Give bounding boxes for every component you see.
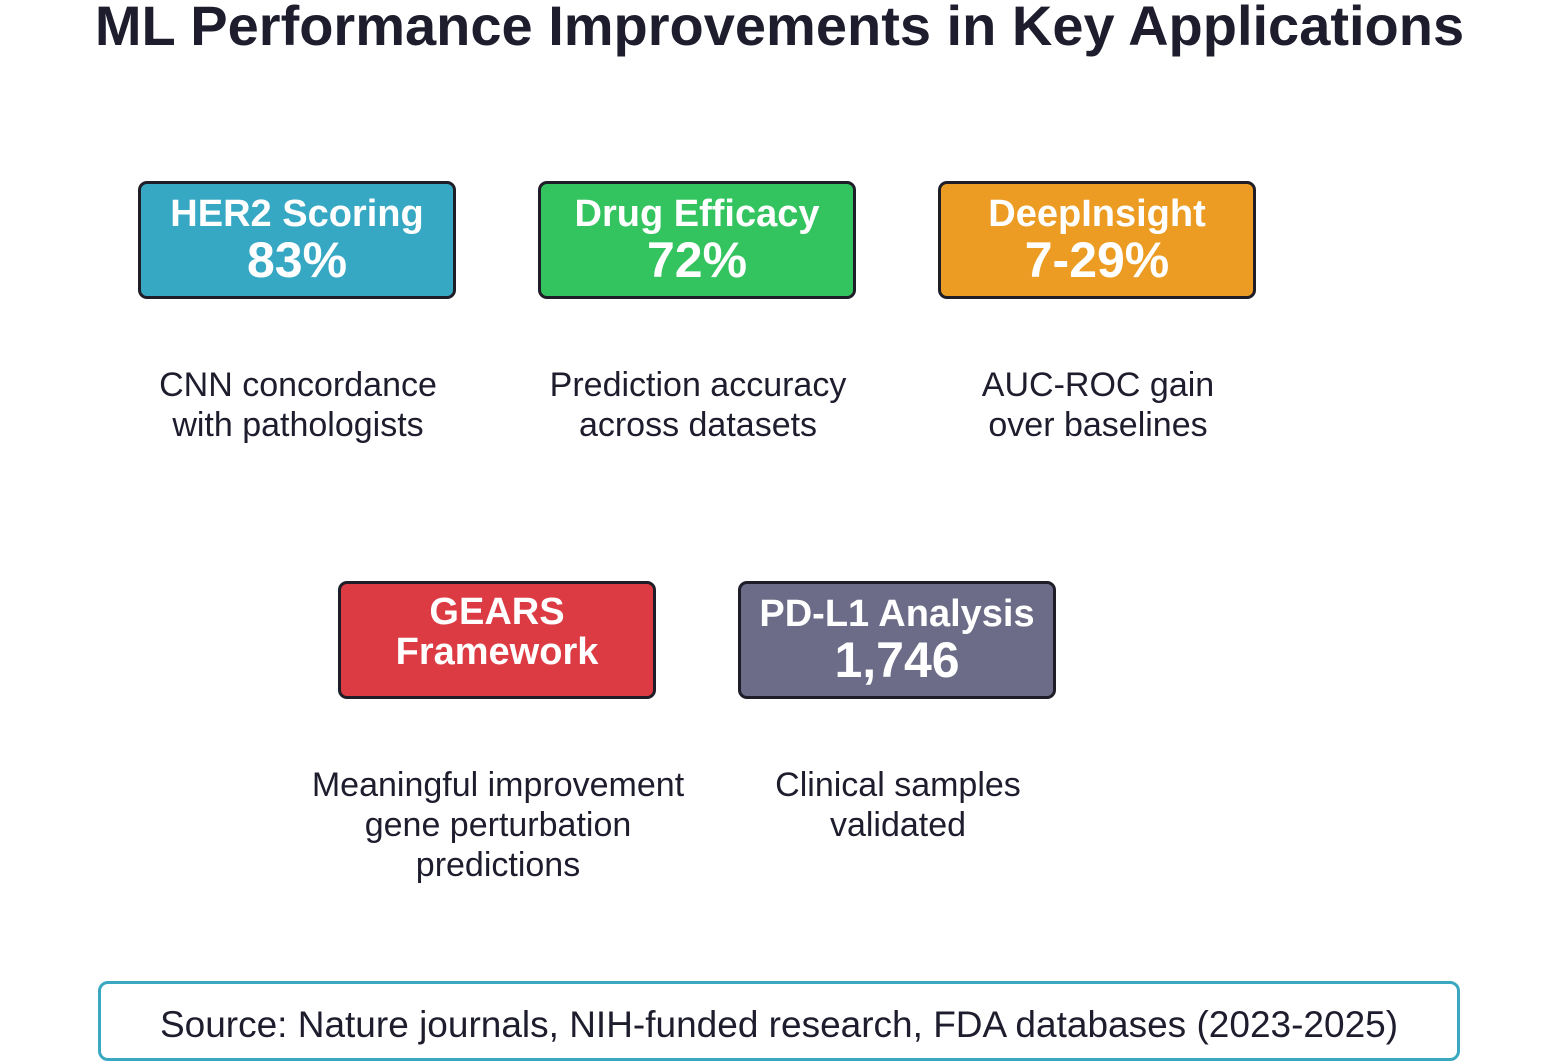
pd-l1-analysis-card: PD-L1 Analysis 1,746 [738,581,1056,699]
card-value: 7-29% [1024,232,1170,288]
deepinsight-card: DeepInsight 7-29% [938,181,1256,299]
card-description: Meaningful improvement gene perturbation… [311,766,685,884]
card-name: PD-L1 Analysis [759,593,1035,635]
card-description: Clinical samples validated [775,766,1021,844]
card-name: GEARS Framework [395,591,599,673]
source-note: Source: Nature journals, NIH-funded rese… [98,981,1460,1061]
drug-efficacy-card: Drug Efficacy 72% [538,181,856,299]
her2-scoring-card: HER2 Scoring 83% [138,181,456,299]
card-value: 1,746 [834,632,960,688]
card-description: CNN concordance with pathologists [159,366,437,444]
card-name: HER2 Scoring [170,193,424,235]
card-description: Prediction accuracy across datasets [549,366,847,444]
gears-framework-card: GEARS Framework [338,581,656,699]
page-title: ML Performance Improvements in Key Appli… [94,0,1465,57]
card-description: AUC-ROC gain over baselines [981,366,1215,444]
card-value: 72% [646,232,748,288]
source-text: Source: Nature journals, NIH-funded rese… [159,1004,1399,1045]
card-value: 83% [246,232,348,288]
card-name: DeepInsight [988,193,1206,235]
card-name: Drug Efficacy [574,193,820,235]
